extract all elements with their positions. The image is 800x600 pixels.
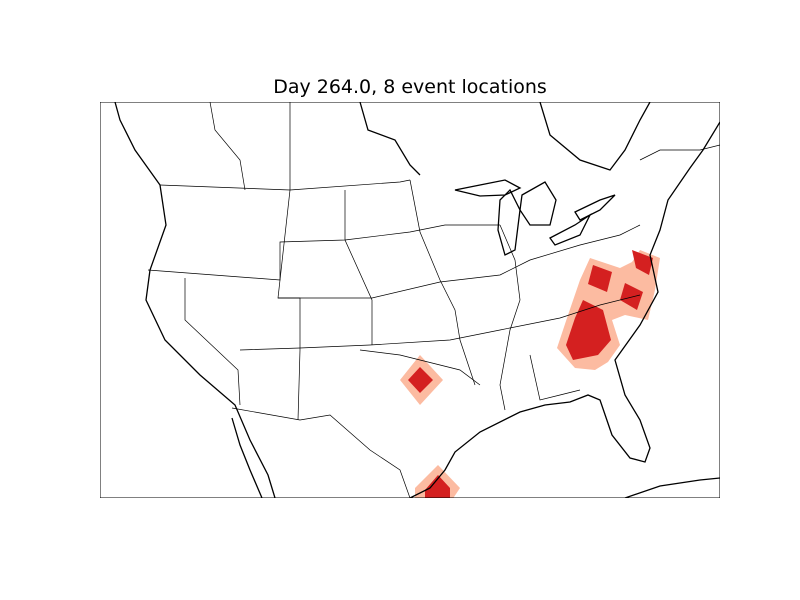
event-cores xyxy=(408,250,653,498)
event-core-south-texas xyxy=(425,475,450,498)
coastlines xyxy=(114,102,720,498)
state-borders xyxy=(147,102,720,498)
event-core-south-carolina xyxy=(566,300,611,360)
map-title: Day 264.0, 8 event locations xyxy=(273,76,547,98)
event-core-virginia xyxy=(588,265,612,292)
event-halos xyxy=(400,250,660,498)
event-core-maryland xyxy=(632,250,653,275)
event-core-north-carolina xyxy=(620,283,643,310)
event-core-oklahoma xyxy=(408,367,433,393)
